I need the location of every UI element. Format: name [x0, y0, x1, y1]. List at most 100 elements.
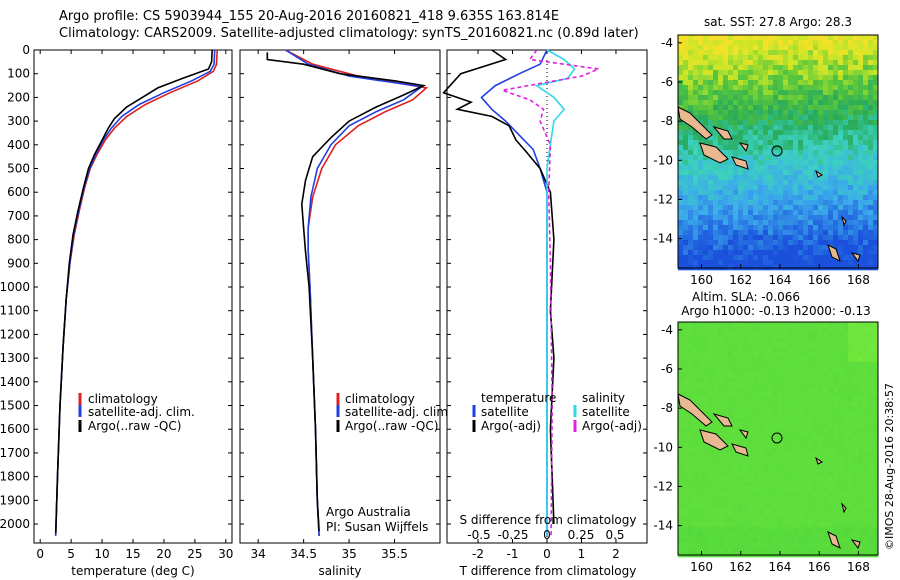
x-tick-label: 34: [251, 547, 266, 561]
x-tick-label: 15: [125, 547, 140, 561]
y-tick-label: 1700: [0, 446, 30, 460]
sla-map: Altim. SLA: -0.066 Argo h1000: -0.13 h20…: [653, 290, 879, 574]
legend-temp-argo: Argo(-adj): [481, 419, 541, 433]
map-x-tick-label: 162: [729, 560, 752, 574]
x-tick-label: 35.5: [381, 547, 408, 561]
island-shape: [815, 456, 823, 465]
map-y-tick-label: -10: [653, 440, 673, 454]
annotation-pi: PI: Susan Wijffels: [326, 520, 428, 534]
map-x-tick-label: 166: [808, 273, 831, 287]
y-tick-label: 1300: [0, 351, 30, 365]
x-tick-label: 34.5: [290, 547, 317, 561]
island-shape: [738, 429, 749, 440]
temperature-legend: climatology satellite-adj. clim. Argo(..…: [78, 392, 195, 433]
y-tick-label: 0: [22, 43, 30, 57]
x-tick-label: 35: [341, 547, 356, 561]
map-x-tick-label: 164: [769, 273, 792, 287]
legend-climatology: climatology: [88, 392, 158, 406]
y-tick-label: 300: [7, 114, 30, 128]
map-x-tick-label: 160: [690, 273, 713, 287]
legend-temp-title: temperature: [481, 391, 556, 405]
x-tick-label: -1: [507, 547, 519, 561]
island-shape: [677, 393, 713, 427]
y-tick-label: 1600: [0, 422, 30, 436]
legend-sal-satellite: satellite: [582, 405, 630, 419]
x-tick-label: 30: [218, 547, 233, 561]
map-x-tick-label: 160: [690, 560, 713, 574]
island-shape: [841, 215, 847, 227]
island-shape: [712, 126, 733, 140]
island-shape: [850, 252, 861, 263]
y-tick-label: 600: [7, 185, 30, 199]
top-tick-label: 0.5: [605, 528, 624, 542]
map-y-tick-label: -8: [661, 114, 673, 128]
y-tick-label: 100: [7, 67, 30, 81]
x-tick-label: 0: [543, 547, 551, 561]
map-x-tick-label: 166: [808, 560, 831, 574]
map-x-tick-label: 168: [847, 273, 870, 287]
legend-argo: Argo(..raw -QC): [88, 419, 181, 433]
island-shape: [827, 244, 841, 262]
y-tick-label: 500: [7, 162, 30, 176]
legend-temp-satellite: satellite: [481, 405, 529, 419]
y-tick-label: 1000: [0, 280, 30, 294]
island-shape: [850, 539, 861, 550]
map-y-tick-label: -10: [653, 153, 673, 167]
y-tick-label: 400: [7, 138, 30, 152]
y-tick-label: 1900: [0, 493, 30, 507]
map-y-tick-label: -4: [661, 36, 673, 50]
y-tick-label: 2000: [0, 517, 30, 531]
island-shape: [731, 156, 749, 170]
x-tick-label: -2: [472, 547, 484, 561]
island-shape: [699, 429, 729, 451]
s-difference-label: S difference from climatology: [460, 513, 637, 527]
y-tick-label: 200: [7, 90, 30, 104]
island-shape: [738, 142, 749, 153]
map-x-tick-label: 164: [769, 560, 792, 574]
map-y-tick-label: -12: [653, 479, 673, 493]
header-line-2: Climatology: CARS2009. Satellite-adjuste…: [59, 26, 639, 41]
x-tick-label: 2: [612, 547, 620, 561]
sla-title-1: Altim. SLA: -0.066: [692, 290, 800, 304]
sla-title-2: Argo h1000: -0.13 h2000: -0.13: [681, 304, 871, 318]
series-line-argo-raw-qc-: [266, 52, 427, 532]
x-tick-label: 5: [67, 547, 75, 561]
legend-sal-title: salinity: [582, 391, 625, 405]
island-shape: [731, 443, 749, 457]
y-tick-label: 1800: [0, 470, 30, 484]
legend-sal-argo: Argo(-adj): [582, 419, 642, 433]
map-y-tick-label: -12: [653, 192, 673, 206]
map-y-tick-label: -4: [661, 323, 673, 337]
annotation-argo-australia: Argo Australia: [326, 505, 411, 519]
top-tick-label: 0.25: [568, 528, 595, 542]
island-shape: [841, 502, 847, 514]
map-x-tick-label: 168: [847, 560, 870, 574]
copyright-stamp: ©IMOS 28-Aug-2016 20:38:57: [883, 383, 896, 550]
island-shape: [699, 142, 729, 164]
t-difference-label: T difference from climatology: [459, 564, 637, 578]
top-tick-label: -0.25: [497, 528, 528, 542]
x-tick-label: 20: [156, 547, 171, 561]
island-shape: [827, 531, 841, 549]
y-tick-label: 900: [7, 256, 30, 270]
map-y-tick-label: -6: [661, 362, 673, 376]
difference-panel: -2 -1 0 1 2 temperature satellite Argo(-adj)…: [442, 49, 648, 578]
x-tick-label: 1: [578, 547, 586, 561]
map-y-tick-label: -8: [661, 401, 673, 415]
island-shape: [712, 413, 733, 427]
series-line-satellite-salinity: [534, 49, 576, 536]
series-line-argo-salinity: [499, 49, 602, 536]
sst-map: sat. SST: 27.8 Argo: 28.3 160 162 164 166 16…: [653, 15, 879, 287]
map-y-tick-label: -14: [653, 519, 673, 533]
map-x-tick-label: 162: [729, 273, 752, 287]
x-tick-label: 10: [94, 547, 109, 561]
salinity-legend: climatology satellite-adj. clim. Argo(..…: [336, 392, 452, 433]
legend-satellite-adj: satellite-adj. clim.: [345, 405, 452, 419]
difference-legend-temperature: temperature satellite Argo(-adj): [472, 391, 556, 433]
top-tick-label: 0: [543, 528, 551, 542]
sst-map-title: sat. SST: 27.8 Argo: 28.3: [704, 15, 852, 29]
top-tick-label: -0.5: [467, 528, 490, 542]
series-line-argo-adj-: [442, 49, 555, 525]
x-tick-label: 25: [187, 547, 202, 561]
